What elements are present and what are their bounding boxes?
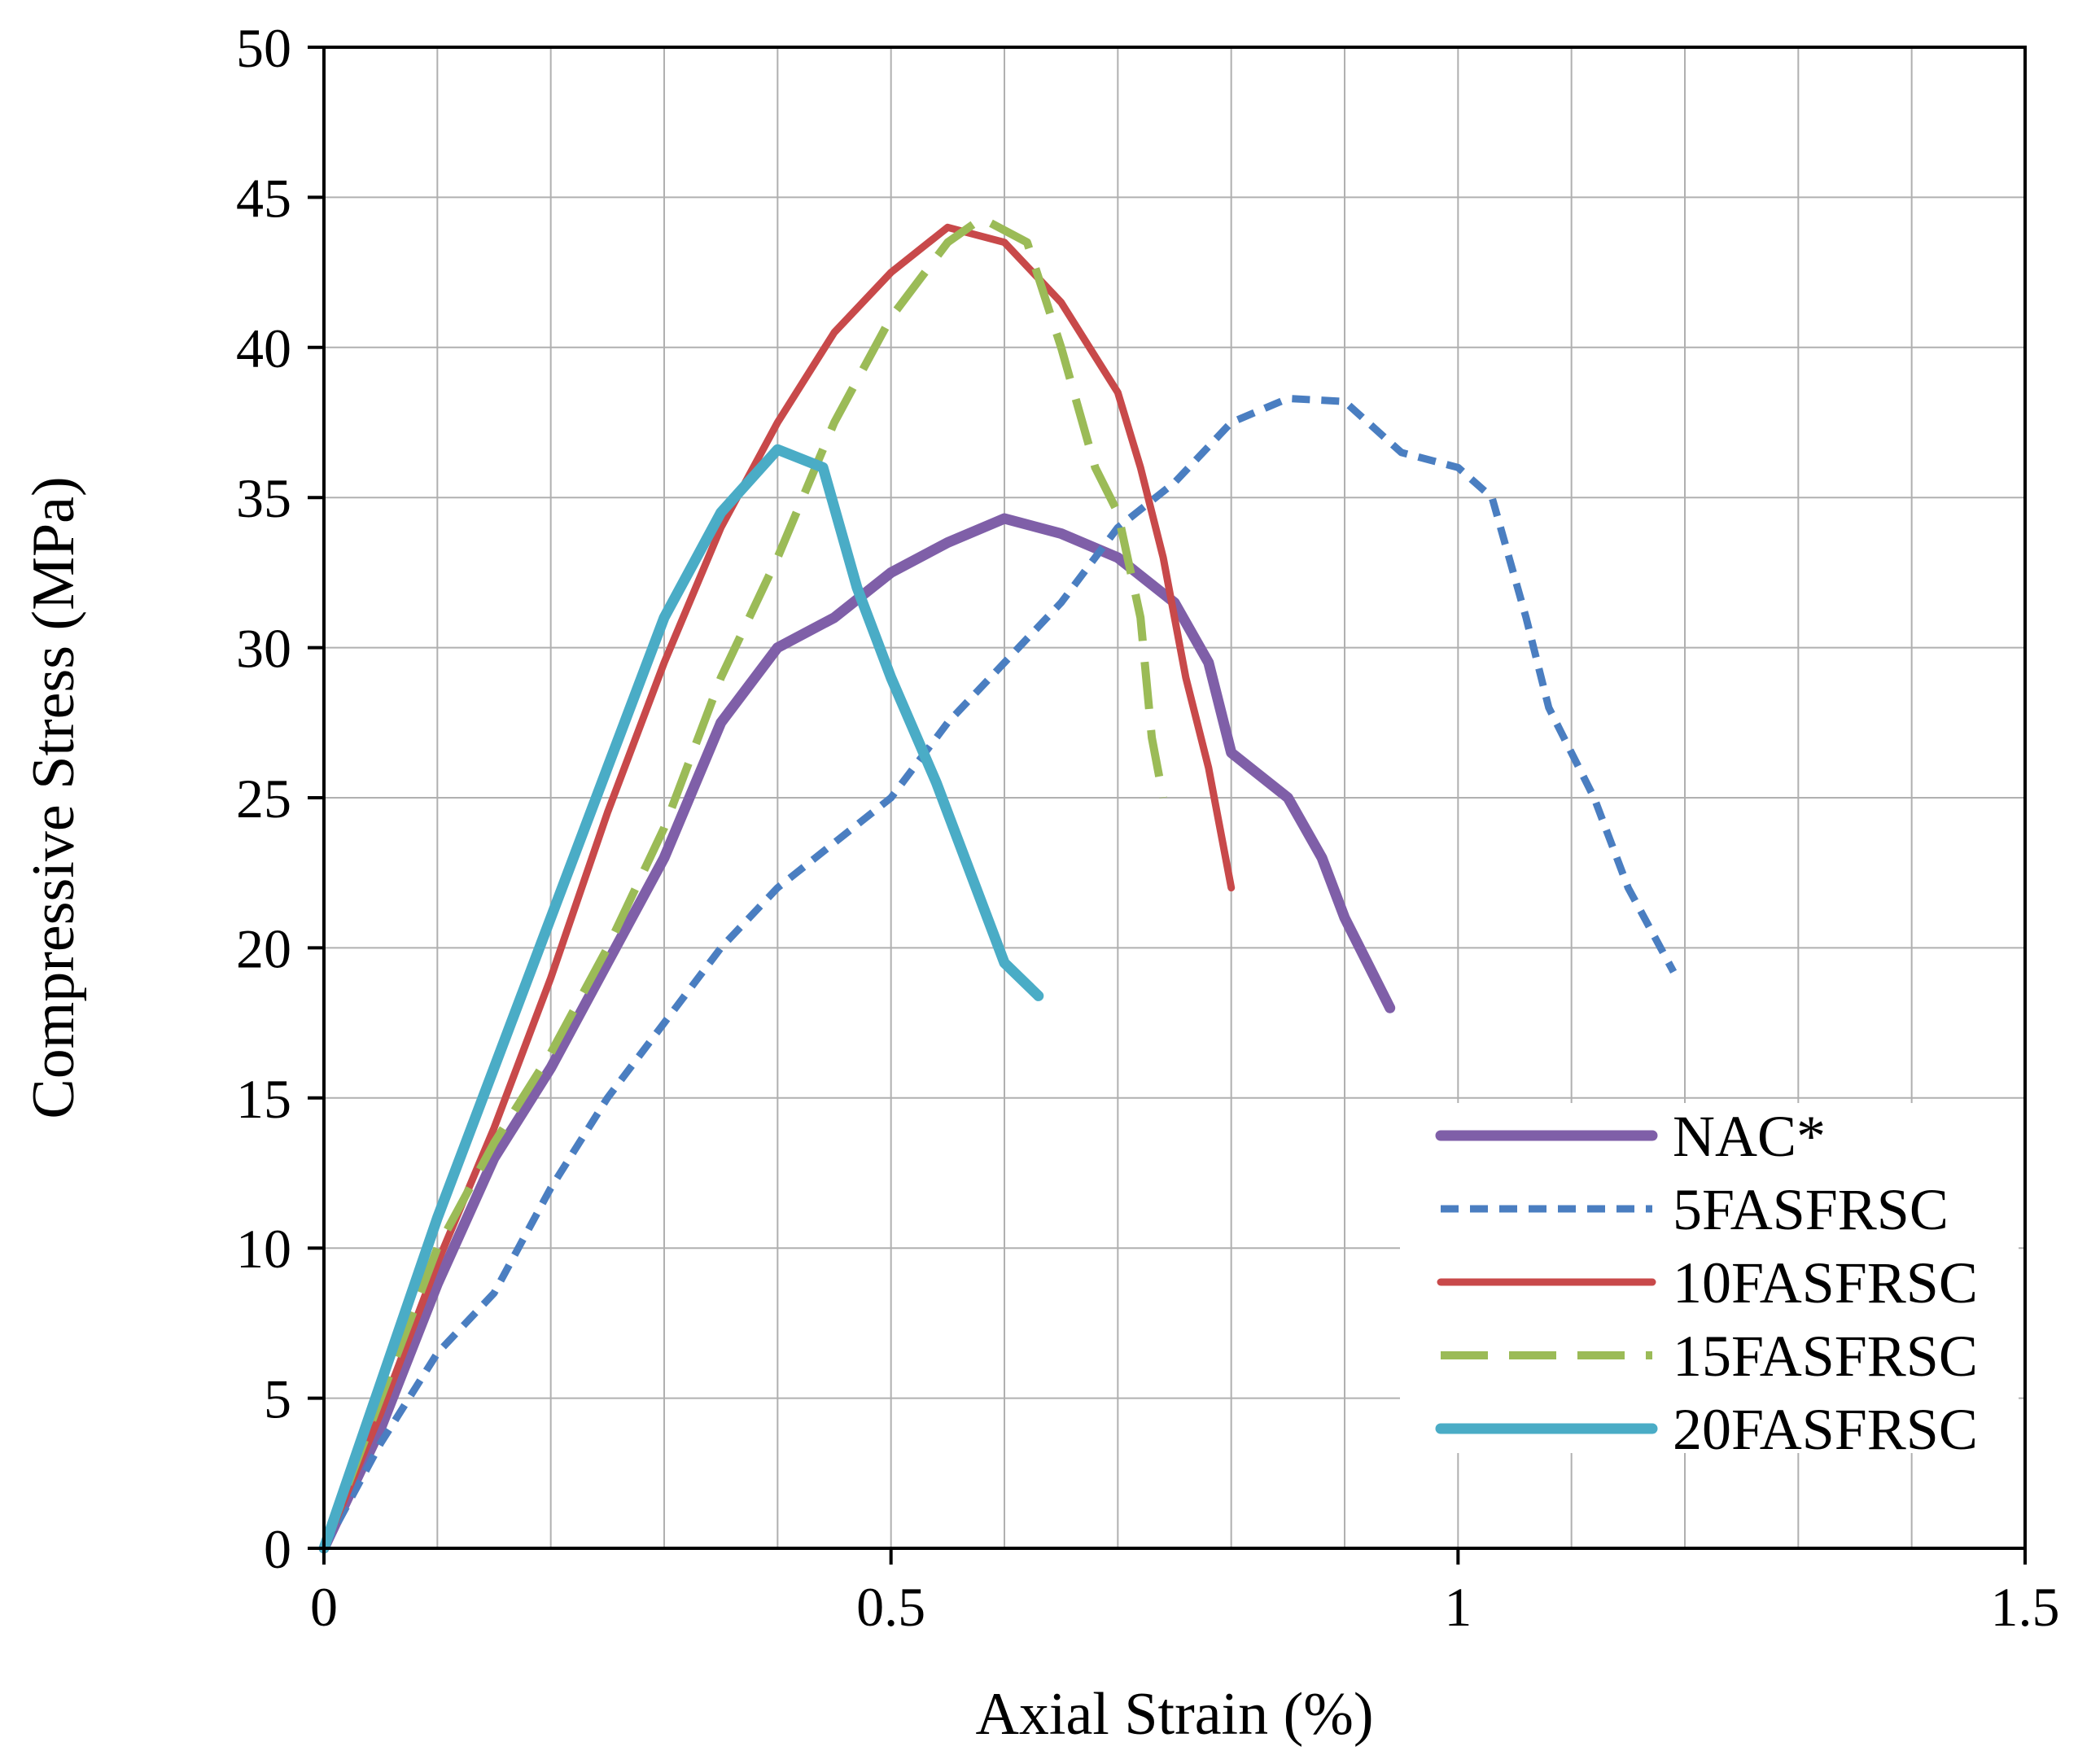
series-line-15fasfrsc [320, 214, 1168, 1550]
series-line-5fasfrsc [321, 395, 1678, 1551]
legend: NAC* 5FASFRSC 10FASFRSC 15FASFRSC 20FASFRSC [1400, 1103, 2019, 1462]
y-axis-title: Compressive Stress (MPa) [20, 476, 87, 1118]
axes [308, 46, 2027, 1565]
x-tick-label: 0.5 [856, 1576, 925, 1638]
legend-label: 15FASFRSC [1673, 1324, 1978, 1389]
x-tick-label: 1 [1444, 1576, 1472, 1638]
x-tick-label: 1.5 [1991, 1576, 2060, 1638]
y-tick-label: 45 [236, 167, 291, 229]
series-line-nac [318, 513, 1396, 1554]
y-tick-label: 20 [236, 917, 291, 979]
x-axis-title: Axial Strain (%) [975, 1681, 1373, 1748]
y-tick-label: 25 [236, 768, 291, 829]
y-tick-label: 35 [236, 467, 291, 529]
y-tick-label: 0 [264, 1518, 291, 1580]
y-tick-label: 30 [236, 618, 291, 680]
y-tick-label: 5 [264, 1368, 291, 1430]
legend-label: NAC* [1673, 1104, 1826, 1169]
y-tick-label: 15 [236, 1068, 291, 1130]
series-group [318, 214, 1678, 1554]
tick-labels: 0 5 10 15 20 25 30 35 40 45 50 0 0.5 1 1.5 [236, 17, 2060, 1638]
y-tick-label: 40 [236, 317, 291, 379]
series-line-10fasfrsc [320, 223, 1236, 1552]
legend-background [1400, 1103, 2019, 1453]
legend-label: 5FASFRSC [1673, 1177, 1949, 1242]
legend-label: 10FASFRSC [1673, 1250, 1978, 1315]
y-tick-label: 50 [236, 17, 291, 79]
series-line-20fasfrsc [318, 444, 1044, 1554]
x-tick-label: 0 [310, 1576, 338, 1638]
y-tick-label: 10 [236, 1218, 291, 1280]
legend-label: 20FASFRSC [1673, 1397, 1978, 1462]
